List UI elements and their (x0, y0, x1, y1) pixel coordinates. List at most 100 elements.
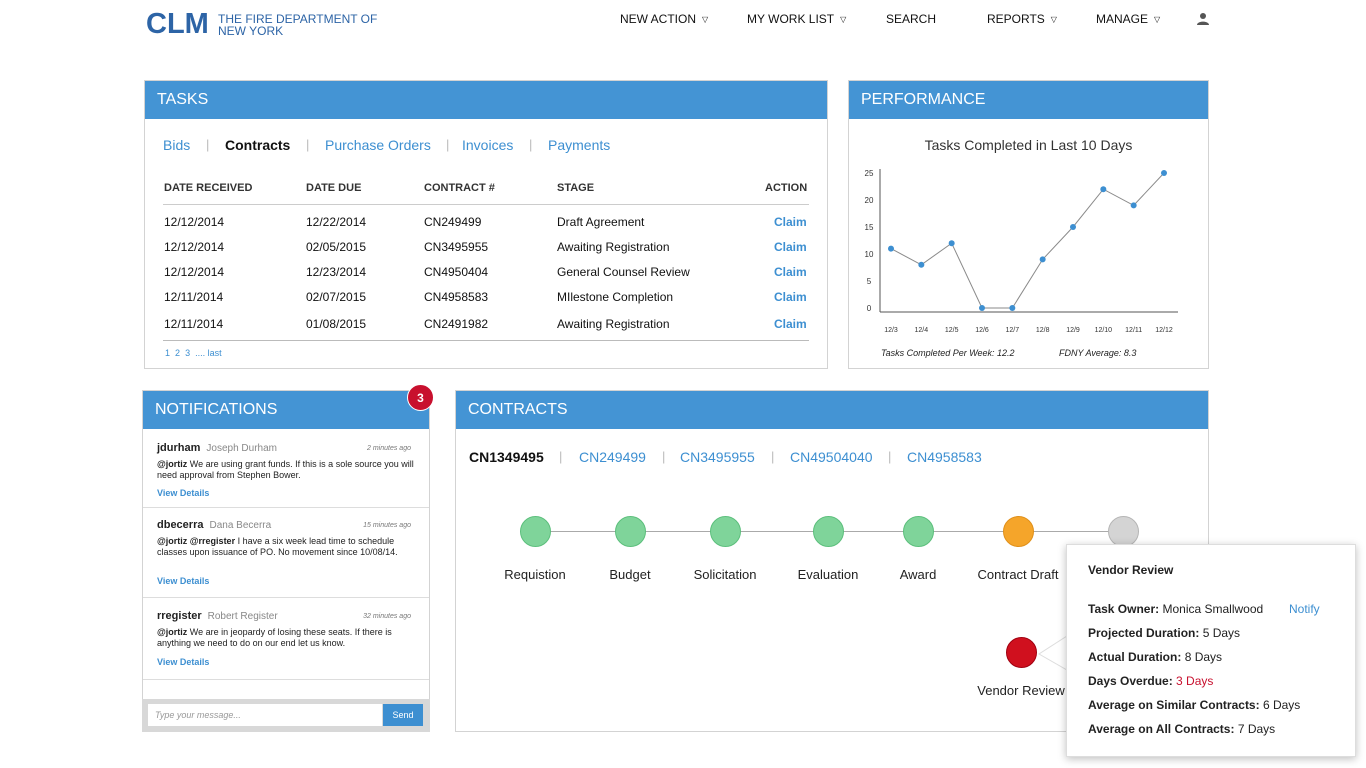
series-line (890, 172, 1165, 309)
task-owner-value: Monica Smallwood (1162, 602, 1264, 616)
x-tick-label: 12/5 (945, 327, 959, 334)
projected-duration-label: Projected Duration: (1088, 626, 1200, 640)
performance-panel-title: PERFORMANCE (849, 81, 1208, 119)
claim-button[interactable]: Claim (774, 240, 807, 254)
view-details-link[interactable]: View Details (157, 657, 210, 667)
notification-user[interactable]: dbecerra Dana Becerra (157, 519, 271, 531)
notification-user[interactable]: jdurham Joseph Durham (157, 442, 277, 454)
popover-arrow (1038, 636, 1068, 671)
data-point (948, 240, 955, 247)
avg-similar-value: 6 Days (1262, 698, 1301, 712)
notification-text: We are in jeopardy of losing these seats… (157, 627, 392, 648)
x-tick-label: 12/4 (915, 327, 929, 334)
nav-manage[interactable]: MANAGE ▽ (1096, 12, 1160, 26)
table-footer-divider (163, 340, 809, 341)
stage-node-0[interactable] (520, 516, 551, 547)
message-input[interactable]: Type your message... (148, 704, 382, 726)
tab-separator: | (888, 449, 892, 464)
column-header-date-received[interactable]: DATE RECEIVED (164, 182, 253, 194)
stage-label-overdue: Vendor Review (977, 683, 1065, 698)
view-details-link[interactable]: View Details (157, 576, 210, 586)
x-tick-label: 12/8 (1036, 327, 1050, 334)
claim-button[interactable]: Claim (774, 215, 807, 229)
tab-contract-cn3495955[interactable]: CN3495955 (680, 449, 755, 465)
stage-node-2[interactable] (710, 516, 741, 547)
tab-contracts[interactable]: Contracts (225, 137, 291, 153)
tab-bids[interactable]: Bids (163, 137, 191, 153)
table-cell-due: 01/08/2015 (306, 317, 367, 331)
table-cell-contract: CN249499 (424, 215, 482, 229)
stage-node-4[interactable] (903, 516, 934, 547)
actual-duration-label: Actual Duration: (1088, 650, 1182, 664)
notification-mentions[interactable]: @jortiz (157, 627, 188, 637)
pager-page-3[interactable]: 3 (185, 348, 191, 358)
chevron-down-icon: ▽ (1154, 15, 1161, 24)
column-header-date-due[interactable]: DATE DUE (306, 182, 362, 194)
tab-separator: | (529, 137, 533, 152)
stage-label: Budget (609, 567, 651, 582)
stage-node-overdue[interactable] (1006, 637, 1037, 668)
tab-separator: | (446, 137, 450, 152)
nav-search[interactable]: SEARCH (886, 12, 936, 26)
column-header-stage[interactable]: STAGE (557, 182, 595, 194)
tab-invoices[interactable]: Invoices (462, 137, 514, 153)
y-tick-label: 5 (867, 277, 872, 286)
view-details-link[interactable]: View Details (157, 488, 210, 498)
x-tick-label: 12/6 (975, 327, 989, 334)
notify-link[interactable]: Notify (1289, 602, 1320, 616)
notification-mentions[interactable]: @jortiz (157, 459, 188, 469)
notification-mentions[interactable]: @jortiz @rregister (157, 536, 236, 546)
chart-title: Tasks Completed in Last 10 Days (924, 137, 1133, 153)
nav-reports[interactable]: REPORTS ▽ (987, 12, 1057, 26)
notification-text: I have a six week lead time to schedule … (157, 536, 398, 557)
data-point (979, 305, 985, 311)
table-cell-received: 12/11/2014 (164, 290, 224, 304)
pager-last[interactable]: last (207, 348, 222, 358)
y-tick-label: 15 (865, 223, 874, 232)
stage-node-6[interactable] (1108, 516, 1139, 547)
tab-contract-cn249499[interactable]: CN249499 (579, 449, 646, 465)
pager-page-2[interactable]: 2 (175, 348, 181, 358)
data-point (1161, 170, 1167, 176)
tab-contract-cn4958583[interactable]: CN4958583 (907, 449, 982, 465)
app-logo[interactable]: CLM (146, 8, 209, 40)
column-header-contract[interactable]: CONTRACT # (424, 182, 495, 194)
tab-contract-cn49504040[interactable]: CN49504040 (790, 449, 873, 465)
notifications-panel: NOTIFICATIONS (142, 390, 430, 732)
table-cell-received: 12/11/2014 (164, 317, 224, 331)
stage-label: Contract Draft (977, 567, 1059, 582)
table-cell-stage: Awaiting Registration (557, 317, 670, 331)
notification-message: @jortiz We are in jeopardy of losing the… (157, 627, 415, 649)
tasks-panel: TASKS (144, 80, 828, 369)
days-overdue-value: 3 Days (1176, 674, 1214, 688)
days-overdue-label: Days Overdue: (1088, 674, 1173, 688)
org-line-2: NEW YORK (218, 24, 284, 38)
notification-message: @jortiz @rregister I have a six week lea… (157, 536, 415, 558)
chevron-down-icon: ▽ (1050, 15, 1057, 24)
pager-page-1[interactable]: 1 (165, 348, 171, 358)
avg-similar-label: Average on Similar Contracts: (1088, 698, 1260, 712)
send-button[interactable]: Send (383, 704, 423, 726)
stage-node-5[interactable] (1003, 516, 1034, 547)
stage-node-3[interactable] (813, 516, 844, 547)
nav-my-work-list[interactable]: MY WORK LIST ▽ (747, 12, 846, 26)
nav-new-action[interactable]: NEW ACTION ▽ (620, 12, 708, 26)
stage-node-1[interactable] (615, 516, 646, 547)
tab-payments[interactable]: Payments (548, 137, 611, 153)
actual-duration-row: Actual Duration: 8 Days (1088, 650, 1222, 664)
column-header-action: ACTION (765, 182, 808, 194)
x-tick-label: 12/10 (1095, 327, 1113, 334)
tab-contract-cn1349495[interactable]: CN1349495 (469, 449, 544, 465)
stage-label: Evaluation (797, 567, 859, 582)
tab-purchase-orders[interactable]: Purchase Orders (325, 137, 431, 153)
notification-time: 15 minutes ago (363, 522, 411, 529)
claim-button[interactable]: Claim (774, 290, 807, 304)
user-icon[interactable] (1196, 12, 1210, 26)
task-owner-row: Task Owner: Monica Smallwood (1088, 602, 1263, 616)
tasks-panel-title: TASKS (145, 81, 827, 119)
claim-button[interactable]: Claim (774, 265, 807, 279)
notification-user[interactable]: rregister Robert Register (157, 610, 278, 622)
table-cell-stage: Awaiting Registration (557, 240, 670, 254)
claim-button[interactable]: Claim (774, 317, 807, 331)
pager: 1 2 3 .... last (165, 348, 222, 358)
